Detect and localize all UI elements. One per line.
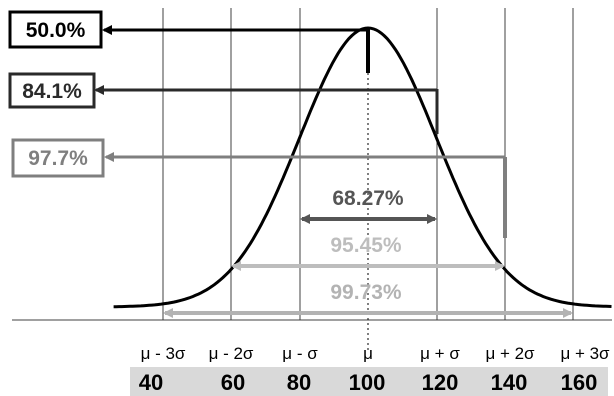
tick-value-140: 140 bbox=[491, 370, 528, 395]
tick-symbol-minus-3: μ - 3σ bbox=[141, 344, 186, 363]
tick-symbol-mean: μ bbox=[363, 344, 373, 363]
interval-95-label: 95.45% bbox=[330, 234, 402, 257]
sigma-tick-labels: μ - 3σ μ - 2σ μ - σ μ μ + σ μ + 2σ μ + 3… bbox=[141, 344, 610, 363]
label-97: 97.7% bbox=[28, 147, 88, 170]
tick-symbol-plus-3: μ + 3σ bbox=[560, 344, 610, 363]
tick-symbol-minus-1: μ - σ bbox=[282, 344, 318, 363]
tick-symbol-plus-1: μ + σ bbox=[420, 344, 460, 363]
label-84: 84.1% bbox=[22, 80, 82, 103]
tick-value-60: 60 bbox=[221, 370, 245, 395]
tick-symbol-plus-2: μ + 2σ bbox=[485, 344, 535, 363]
tick-value-120: 120 bbox=[422, 370, 459, 395]
bracket-97: 97.7% bbox=[13, 140, 505, 238]
bracket-50: 50.0% bbox=[10, 12, 368, 73]
tick-symbol-minus-2: μ - 2σ bbox=[209, 344, 254, 363]
tick-value-100: 100 bbox=[349, 370, 386, 395]
interval-68-label: 68.27% bbox=[332, 187, 404, 210]
interval-99-label: 99.73% bbox=[330, 281, 402, 304]
label-50: 50.0% bbox=[26, 19, 86, 42]
interval-95: 95.45% bbox=[233, 234, 503, 266]
tick-value-160: 160 bbox=[561, 370, 598, 395]
tick-value-80: 80 bbox=[287, 370, 311, 395]
tick-value-40: 40 bbox=[139, 370, 163, 395]
bracket-84: 84.1% bbox=[10, 74, 437, 134]
